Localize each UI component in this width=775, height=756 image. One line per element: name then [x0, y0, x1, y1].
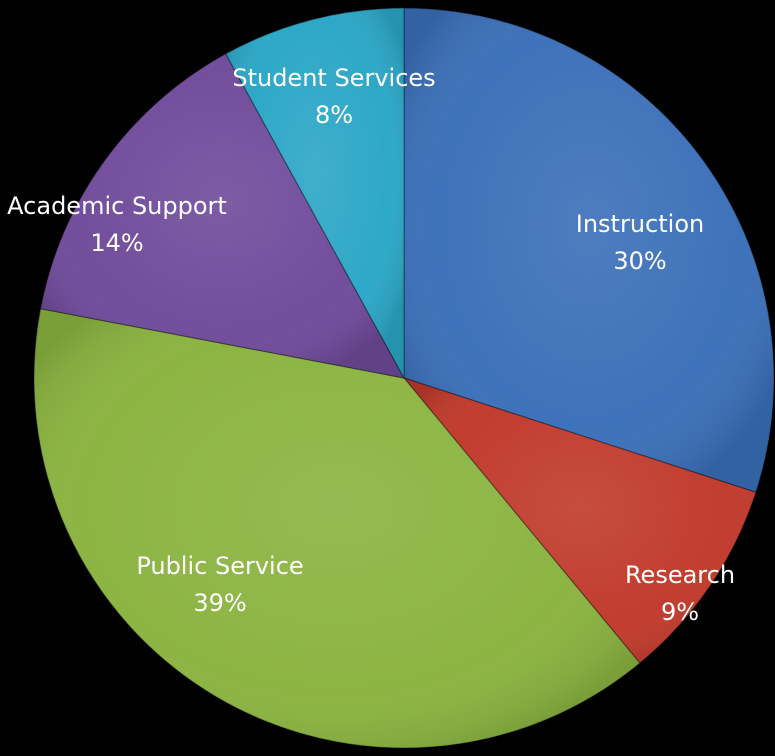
- slice-sheen-academic-support: [40, 53, 405, 379]
- slice-percent-academic-support: 14%: [90, 229, 143, 257]
- slice-label-public-service: Public Service: [136, 552, 303, 580]
- slice-label-instruction: Instruction: [576, 210, 704, 238]
- pie-labels: Instruction 30% Research 9% Public Service 39…: [7, 64, 735, 626]
- slice-sheen-instruction: [404, 8, 775, 493]
- slice-percent-student-services: 8%: [315, 101, 353, 129]
- slice-label-student-services: Student Services: [232, 64, 435, 92]
- slice-label-research: Research: [625, 561, 735, 589]
- slice-label-academic-support: Academic Support: [7, 192, 227, 220]
- slice-percent-public-service: 39%: [193, 589, 246, 617]
- slice-sheen-research: [404, 378, 756, 664]
- slice-sheen-public-service: [33, 308, 640, 749]
- slice-sheen-student-services: [225, 7, 404, 378]
- slice-percent-research: 9%: [661, 598, 699, 626]
- slice-percent-instruction: 30%: [613, 247, 666, 275]
- pie-slices: [33, 7, 775, 749]
